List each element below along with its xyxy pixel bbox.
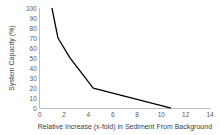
svg-text:80: 80 xyxy=(30,25,38,32)
svg-text:12: 12 xyxy=(182,111,190,118)
svg-text:50: 50 xyxy=(30,55,38,62)
svg-text:0: 0 xyxy=(33,105,37,112)
svg-text:10: 10 xyxy=(158,111,166,118)
svg-text:30: 30 xyxy=(30,75,38,82)
svg-text:System Capacity (%): System Capacity (%) xyxy=(8,25,16,90)
svg-text:20: 20 xyxy=(30,85,38,92)
svg-text:40: 40 xyxy=(30,65,38,72)
svg-text:90: 90 xyxy=(30,15,38,22)
svg-text:10: 10 xyxy=(30,95,38,102)
svg-text:60: 60 xyxy=(30,45,38,52)
svg-text:2: 2 xyxy=(62,111,66,118)
svg-text:6: 6 xyxy=(111,111,115,118)
svg-text:Relative Increase (x-fold) in: Relative Increase (x-fold) in Sediment F… xyxy=(38,123,212,131)
svg-text:8: 8 xyxy=(135,111,139,118)
svg-text:4: 4 xyxy=(87,111,91,118)
svg-text:100: 100 xyxy=(26,5,37,12)
svg-text:0: 0 xyxy=(38,111,42,118)
svg-text:70: 70 xyxy=(30,35,38,42)
svg-text:14: 14 xyxy=(206,111,214,118)
